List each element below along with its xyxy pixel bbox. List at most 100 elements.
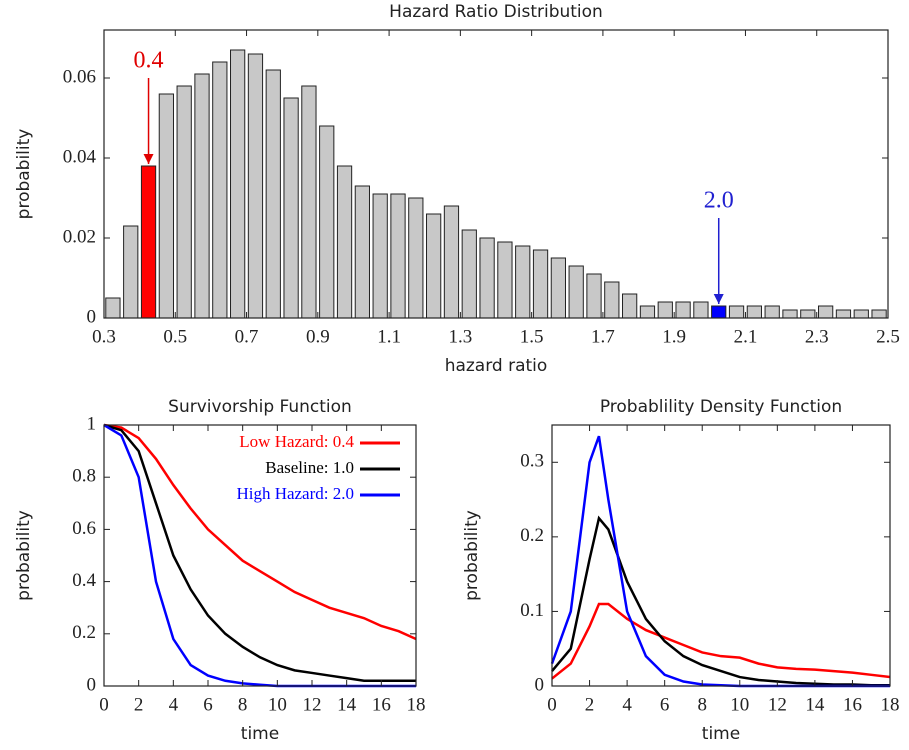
x-tick-label: 1.3: [448, 326, 472, 347]
bar: [479, 237, 495, 319]
y-tick-label: 0.8: [72, 466, 96, 487]
bar: [230, 49, 246, 319]
bar: [212, 61, 228, 319]
annotation-label: 0.4: [134, 48, 164, 74]
x-tick-label: 12: [768, 694, 787, 715]
y-tick-label: 0: [87, 674, 97, 695]
bar: [372, 193, 388, 319]
bar: [319, 125, 335, 319]
bar: [390, 193, 406, 319]
y-tick-label: 1: [87, 413, 97, 434]
x-tick-label: 1.1: [377, 326, 401, 347]
bar: [711, 305, 727, 319]
series-line: [103, 423, 416, 688]
x-tick-label: 8: [238, 694, 248, 715]
x-tick-label: 6: [660, 694, 670, 715]
bar: [336, 165, 353, 319]
x-tick-label: 0.9: [306, 326, 330, 347]
bar: [532, 249, 549, 319]
chart-title: Hazard Ratio Distribution: [389, 2, 603, 22]
bar: [782, 309, 798, 319]
legend-label: Low Hazard: 0.4: [239, 432, 354, 451]
bar: [123, 225, 139, 319]
x-tick-label: 12: [303, 694, 322, 715]
x-tick-label: 1.7: [591, 326, 615, 347]
x-axis-label: time: [241, 724, 279, 744]
bar: [550, 257, 566, 319]
x-tick-label: 2: [585, 694, 595, 715]
bar: [818, 305, 834, 319]
plot-frame: [103, 424, 417, 687]
legend-label: Baseline: 1.0: [265, 458, 354, 477]
bar: [604, 281, 620, 319]
bar: [746, 305, 762, 319]
y-tick-label: 0: [87, 306, 97, 327]
bar: [586, 273, 602, 319]
bar: [693, 301, 709, 319]
x-tick-label: 10: [268, 694, 287, 715]
x-tick-label: 8: [697, 694, 707, 715]
y-axis-label: probability: [462, 510, 482, 601]
x-tick-label: 10: [730, 694, 749, 715]
x-tick-label: 6: [203, 694, 213, 715]
y-tick-label: 0: [535, 674, 545, 695]
bar: [657, 301, 673, 319]
x-tick-label: 1.9: [662, 326, 686, 347]
chart-title: Probablility Density Function: [600, 397, 842, 417]
y-axis-label: probability: [14, 129, 34, 220]
bar: [426, 213, 442, 319]
x-tick-label: 18: [881, 694, 900, 715]
bar: [301, 85, 317, 319]
y-axis-label: probability: [14, 510, 34, 601]
x-tick-label: 14: [805, 694, 825, 715]
bar: [176, 85, 192, 319]
x-axis-label: time: [702, 724, 740, 744]
bar: [194, 73, 210, 319]
bar: [408, 197, 424, 319]
bar: [283, 97, 299, 319]
arrow-head: [143, 154, 154, 164]
series-line: [103, 423, 416, 683]
bar: [461, 229, 477, 319]
x-tick-label: 2.3: [805, 326, 829, 347]
series-line: [551, 515, 890, 687]
bar: [675, 301, 691, 319]
bar: [105, 297, 121, 319]
bar: [158, 93, 174, 319]
bar: [800, 309, 816, 319]
y-tick-label: 0.1: [520, 600, 544, 621]
series-line: [550, 435, 890, 688]
bar: [265, 69, 281, 319]
x-tick-label: 18: [407, 694, 426, 715]
x-tick-label: 2.1: [734, 326, 758, 347]
y-tick-label: 0.6: [72, 518, 96, 539]
bar: [622, 293, 638, 319]
bar: [443, 205, 460, 319]
bar: [639, 305, 656, 319]
x-tick-label: 2.5: [876, 326, 900, 347]
bar: [568, 265, 584, 319]
x-tick-label: 16: [372, 694, 391, 715]
x-tick-label: 0.3: [92, 326, 116, 347]
legend-label: High Hazard: 2.0: [236, 484, 354, 503]
y-tick-label: 0.06: [63, 66, 96, 87]
chart-title: Survivorship Function: [168, 397, 352, 417]
bar: [728, 305, 745, 319]
y-tick-label: 0.2: [520, 525, 544, 546]
bar: [247, 53, 264, 319]
y-tick-label: 0.4: [72, 570, 96, 591]
x-axis-label: hazard ratio: [445, 356, 548, 376]
x-tick-label: 0: [99, 694, 109, 715]
bar: [497, 241, 513, 319]
x-tick-label: 0.7: [235, 326, 259, 347]
bar: [140, 165, 157, 319]
y-tick-label: 0.04: [63, 146, 97, 167]
x-tick-label: 4: [169, 694, 179, 715]
bar: [354, 185, 370, 319]
y-tick-label: 0.02: [63, 226, 96, 247]
plot-frame: [551, 424, 891, 687]
x-tick-label: 0.5: [163, 326, 187, 347]
series-line: [551, 602, 891, 680]
